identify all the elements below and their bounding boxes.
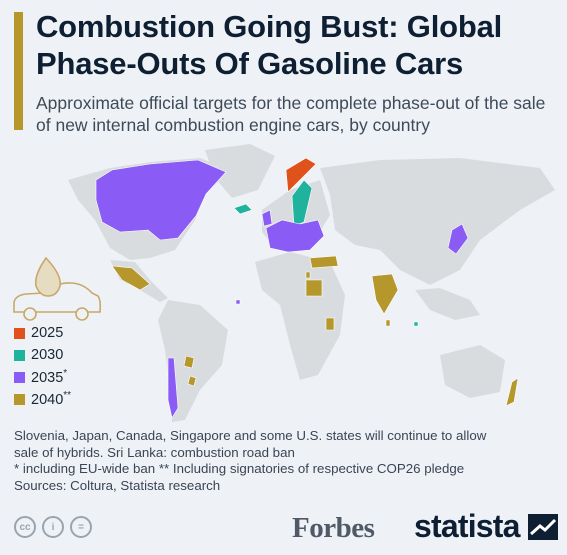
- legend-label: 2030: [31, 347, 64, 363]
- legend-swatch: [14, 349, 25, 361]
- creative-commons-icon: cc: [14, 516, 36, 538]
- chart-subtitle: Approximate official targets for the com…: [36, 93, 546, 135]
- target-regions: [95, 157, 519, 419]
- notes: Slovenia, Japan, Canada, Singapore and s…: [14, 428, 554, 494]
- land-southeast-asia: [415, 288, 480, 320]
- region-singapore: [413, 321, 419, 327]
- land-africa: [255, 252, 345, 380]
- note-srilanka: sale of hybrids. Sri Lanka: combustion r…: [14, 444, 295, 460]
- region-cape-verde: [235, 299, 241, 305]
- region-eu-member-states: [265, 219, 325, 253]
- region-mexico: [111, 265, 151, 291]
- legend-swatch: [14, 393, 25, 405]
- region-sri-lanka: [385, 319, 391, 327]
- legend-item-2030: 2030: [14, 344, 71, 366]
- region-new-zealand: [505, 377, 519, 407]
- legend-item-2040: 2040**: [14, 388, 71, 410]
- legend-swatch: [14, 327, 25, 339]
- region-israel: [305, 271, 311, 279]
- legend-label: 2035*: [31, 368, 68, 386]
- statista-logo: statista: [414, 508, 520, 544]
- region-united-kingdom: [261, 209, 273, 227]
- region-paraguay: [183, 355, 195, 369]
- land-greenland: [205, 144, 275, 198]
- chart-title: Combustion Going Bust: Global Phase-Outs…: [36, 9, 503, 81]
- car-icon: [13, 256, 102, 321]
- region-japan: [447, 223, 469, 255]
- legend-item-2025: 2025: [14, 322, 71, 344]
- legend-label: 2040**: [31, 390, 72, 408]
- legend-swatch: [14, 371, 25, 383]
- forbes-logo: Forbes: [292, 512, 375, 544]
- region-norway: [285, 157, 317, 193]
- legend-label: 2025: [31, 325, 64, 341]
- no-derivatives-icon: =: [70, 516, 92, 538]
- region-canada: [95, 159, 227, 241]
- license-icons: cc i =: [14, 516, 92, 538]
- land-asia: [320, 158, 555, 285]
- legend: 2025 2030 2035* 2040**: [14, 322, 71, 410]
- note-sources: Sources: Coltura, Statista research: [14, 477, 221, 493]
- legend-item-2035: 2035*: [14, 366, 71, 388]
- region-egypt: [305, 279, 323, 297]
- statista-mark-icon: [528, 514, 558, 540]
- region-chile: [167, 357, 179, 419]
- region-uruguay: [187, 375, 197, 387]
- region-india: [371, 273, 399, 315]
- region-kenya: [325, 317, 335, 331]
- world-map: [13, 144, 555, 422]
- attribution-icon: i: [42, 516, 64, 538]
- note-hybrids: Slovenia, Japan, Canada, Singapore and s…: [14, 428, 487, 443]
- note-footnotes: * including EU-wide ban ** Including sig…: [14, 461, 465, 476]
- title-accent-bar: [14, 12, 23, 130]
- region-turkey: [309, 255, 339, 269]
- region-sweden: [291, 179, 313, 227]
- land-australia: [440, 345, 505, 398]
- region-iceland: [233, 203, 253, 215]
